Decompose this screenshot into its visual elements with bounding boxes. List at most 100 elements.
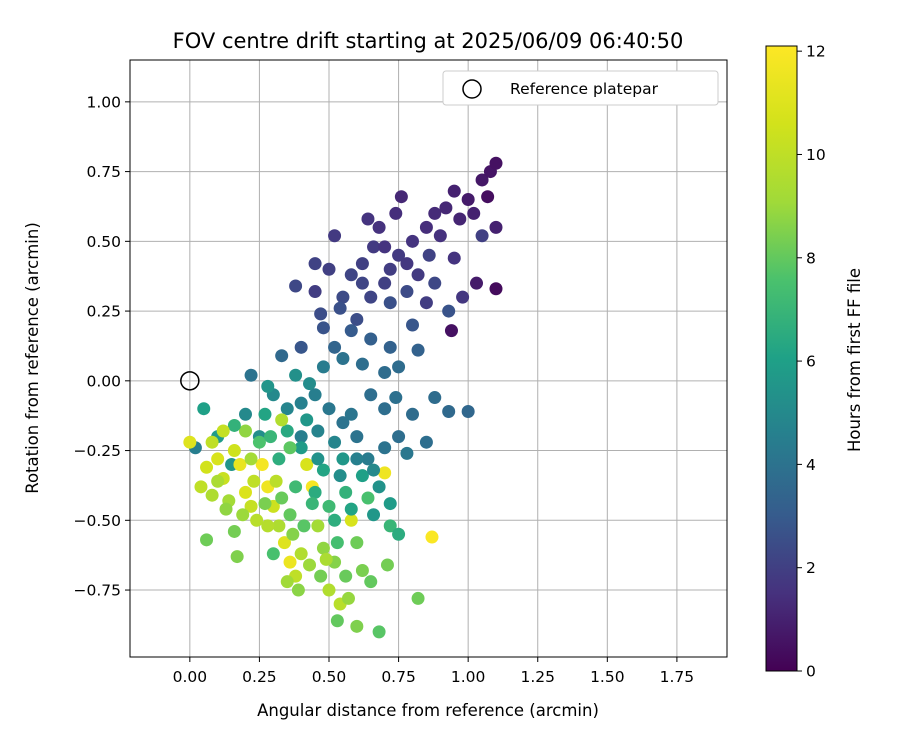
data-point [344, 407, 358, 421]
data-point [272, 452, 286, 466]
data-point [275, 349, 289, 363]
data-point [428, 206, 442, 220]
data-point [322, 499, 336, 513]
data-point [442, 405, 456, 419]
data-point [411, 343, 425, 357]
data-point [383, 497, 397, 511]
data-point [383, 296, 397, 310]
data-point [316, 541, 330, 555]
data-point [300, 458, 314, 472]
data-point [400, 257, 414, 271]
data-point [364, 332, 378, 346]
data-point [425, 530, 439, 544]
y-tick-label: 0.75 [86, 163, 121, 181]
data-point [219, 502, 233, 516]
data-point [269, 474, 283, 488]
legend-label: Reference platepar [510, 80, 659, 98]
y-axis-ticks: −0.75 −0.50 −0.25 0.00 0.25 0.50 0.75 1.00 [74, 93, 130, 600]
y-tick-label: −0.50 [74, 512, 122, 530]
data-point [336, 452, 350, 466]
y-tick-label: 1.00 [86, 93, 121, 111]
data-point [308, 388, 322, 402]
data-point [350, 536, 364, 550]
data-point [255, 458, 269, 472]
data-point [367, 463, 381, 477]
data-point [350, 312, 364, 326]
data-point [419, 435, 433, 449]
data-point [252, 435, 266, 449]
x-tick-label: 1.25 [520, 668, 555, 686]
data-point [283, 441, 297, 455]
data-point [364, 575, 378, 589]
colorbar-tick-label: 10 [806, 146, 826, 164]
data-point [341, 591, 355, 605]
data-point [394, 190, 408, 204]
data-point [339, 569, 353, 583]
data-point [211, 452, 225, 466]
colorbar-ticks: 0 2 4 6 8 10 12 [797, 43, 826, 681]
data-point [389, 206, 403, 220]
data-point [355, 276, 369, 290]
colorbar-tick-label: 6 [806, 353, 816, 371]
data-point [289, 279, 303, 293]
data-point [328, 513, 342, 527]
data-point [481, 190, 495, 204]
data-point [378, 466, 392, 480]
colorbar-tick-label: 8 [806, 249, 816, 267]
x-tick-label: 1.75 [660, 668, 695, 686]
data-point [355, 469, 369, 483]
data-point [411, 268, 425, 282]
data-point [266, 547, 280, 561]
legend: Reference platepar [442, 70, 719, 106]
data-point [322, 402, 336, 416]
data-point [350, 619, 364, 633]
y-tick-label: −0.75 [74, 582, 122, 600]
data-point [308, 285, 322, 299]
data-point [380, 558, 394, 572]
y-tick-label: 0.25 [86, 303, 121, 321]
y-tick-label: −0.25 [74, 442, 122, 460]
data-point [344, 324, 358, 338]
x-tick-label: 1.50 [590, 668, 625, 686]
data-point [355, 257, 369, 271]
x-tick-label: 0.50 [312, 668, 347, 686]
data-point [378, 240, 392, 254]
data-point [280, 402, 294, 416]
data-point [333, 301, 347, 315]
data-point [244, 368, 258, 382]
plot-frame [129, 59, 728, 658]
colorbar: 0 2 4 6 8 10 12 Hours from first FF file [765, 43, 864, 681]
data-point [239, 407, 253, 421]
data-point [250, 513, 264, 527]
legend-box [442, 70, 719, 106]
data-point [314, 569, 328, 583]
data-point [467, 206, 481, 220]
data-point [364, 290, 378, 304]
data-point [428, 276, 442, 290]
data-point [227, 524, 241, 538]
data-point [311, 519, 325, 533]
data-point [264, 430, 278, 444]
data-point [328, 229, 342, 243]
data-point [447, 251, 461, 265]
data-point [294, 340, 308, 354]
data-point [283, 508, 297, 522]
data-point [336, 290, 350, 304]
data-point [200, 533, 214, 547]
data-point [286, 527, 300, 541]
data-point [428, 391, 442, 405]
y-axis-label: Rotation from reference (arcmin) [23, 222, 42, 494]
data-point [272, 519, 286, 533]
data-point [350, 430, 364, 444]
data-point [383, 340, 397, 354]
data-point [364, 388, 378, 402]
data-point [344, 513, 358, 527]
plot-area [130, 60, 727, 657]
data-point [367, 508, 381, 522]
data-point [400, 446, 414, 460]
data-point [378, 402, 392, 416]
data-point [183, 435, 197, 449]
data-point [333, 469, 347, 483]
data-point [322, 262, 336, 276]
